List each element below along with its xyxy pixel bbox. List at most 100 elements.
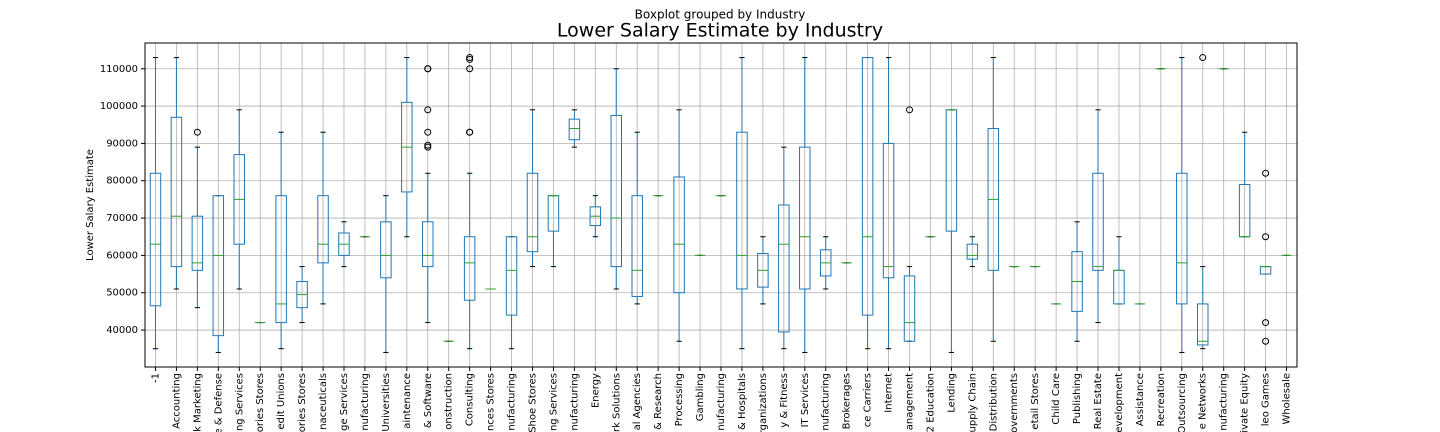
outlier xyxy=(1262,233,1270,241)
x-tick-label: & Software xyxy=(423,373,434,428)
x-tick-label: anagement xyxy=(905,373,916,430)
box xyxy=(149,172,162,307)
outlier xyxy=(466,54,474,62)
x-tick-label: edit Unions xyxy=(276,373,287,429)
box xyxy=(317,195,329,264)
chart-title: Lower Salary Estimate by Industry xyxy=(557,20,883,42)
box xyxy=(568,118,581,141)
x-tick-label: Gambling xyxy=(695,373,706,421)
x-tick-label: ories Stores xyxy=(297,373,308,432)
box xyxy=(275,195,287,324)
outlier xyxy=(1262,337,1270,345)
outlier xyxy=(1262,319,1270,327)
x-tick-label: ng Services xyxy=(548,373,559,431)
box xyxy=(380,221,392,279)
x-tick-label: Real Estate xyxy=(1093,373,1104,429)
x-tick-label: nces Stores xyxy=(486,373,497,431)
x-tick-label: Recreation xyxy=(1156,373,1167,426)
x-tick-label: Outsourcing xyxy=(1177,373,1188,432)
x-tick-label: Child Care xyxy=(1051,373,1062,425)
box xyxy=(1176,172,1188,305)
x-tick-label: e Networks xyxy=(1198,373,1209,429)
y-tick-label: 40000 xyxy=(106,325,138,336)
x-tick-label: Universities xyxy=(381,373,392,432)
y-tick-label: 70000 xyxy=(106,213,138,224)
outlier xyxy=(424,141,432,149)
x-tick-label: leo Games xyxy=(1261,373,1272,426)
x-tick-label: Publishing xyxy=(1072,373,1083,424)
x-tick-label: rk Solutions xyxy=(611,373,622,432)
chart-suptitle: Boxplot grouped by Industry xyxy=(635,8,806,22)
outlier xyxy=(1199,54,1207,62)
box xyxy=(610,114,623,268)
box xyxy=(505,236,518,316)
y-tick-label: 60000 xyxy=(106,250,138,261)
box xyxy=(861,57,874,316)
x-tick-label: ng Services xyxy=(234,373,245,431)
box xyxy=(673,176,685,294)
plot-frame xyxy=(144,42,1298,368)
outlier xyxy=(424,143,432,151)
x-tick-label: al Agencies xyxy=(632,373,643,430)
x-tick-label: onstruction xyxy=(444,373,455,430)
box xyxy=(799,146,811,290)
outlier xyxy=(466,55,474,63)
x-tick-label: overnments xyxy=(1009,373,1020,432)
box xyxy=(526,172,539,253)
y-tick-label: 90000 xyxy=(106,138,138,149)
x-tick-label: evelopment xyxy=(1114,373,1125,432)
box xyxy=(631,195,643,297)
x-tick-label: nufacturing xyxy=(1219,373,1230,431)
y-axis-label: Lower Salary Estimate xyxy=(85,149,96,261)
x-tick-label: Internet xyxy=(884,373,895,413)
box xyxy=(778,204,790,333)
x-tick-label: nufacturing xyxy=(716,373,727,431)
x-tick-label: nufacturing xyxy=(569,373,580,431)
x-tick-label: ce Carriers xyxy=(863,373,874,427)
box xyxy=(212,195,225,337)
y-tick-label: 50000 xyxy=(106,288,138,299)
x-tick-label: & Research xyxy=(653,373,664,430)
box xyxy=(191,215,204,271)
x-tick-label: Energy xyxy=(590,373,601,408)
x-tick-label: Wholesale xyxy=(1282,373,1293,425)
x-tick-label: Accounting xyxy=(171,373,182,429)
x-tick-label: y & Fitness xyxy=(779,373,790,428)
box xyxy=(463,236,476,301)
box xyxy=(966,243,979,260)
x-tick-label: rganizations xyxy=(758,373,769,432)
box xyxy=(1197,303,1209,346)
outlier xyxy=(424,65,432,73)
y-tick-label: 80000 xyxy=(106,176,138,187)
x-tick-label: -1 xyxy=(150,373,161,383)
x-tick-label: Shoe Stores xyxy=(527,373,538,432)
box xyxy=(422,221,434,268)
box xyxy=(882,142,895,279)
x-tick-label: 2 Education xyxy=(925,373,936,432)
x-tick-label: & Hospitals xyxy=(737,373,748,430)
x-tick-label: ories Stores xyxy=(255,373,266,432)
x-tick-label: aintenance xyxy=(402,373,413,429)
x-tick-label: Brokerages xyxy=(842,373,853,429)
x-tick-label: Distribution xyxy=(988,373,999,431)
x-tick-label: Consulting xyxy=(465,373,476,426)
x-tick-label: IT Services xyxy=(800,373,811,427)
outlier xyxy=(424,106,432,114)
x-tick-label: upply Chain xyxy=(967,373,978,432)
x-tick-label: nufacturing xyxy=(821,373,832,431)
box xyxy=(170,116,183,268)
outlier xyxy=(906,106,914,114)
x-tick-label: nufacturing xyxy=(507,373,518,431)
outlier xyxy=(424,128,432,136)
x-tick-label: ge Services xyxy=(339,373,350,431)
box xyxy=(1092,172,1104,271)
box xyxy=(736,131,748,290)
x-tick-label: Processing xyxy=(674,373,685,426)
box xyxy=(903,275,916,342)
outlier xyxy=(466,65,474,73)
x-tick-label: k Marketing xyxy=(192,373,203,432)
x-tick-label: e & Defense xyxy=(213,373,224,432)
x-tick-label: Assistance xyxy=(1135,373,1146,426)
x-tick-label: nufacturing xyxy=(360,373,371,431)
